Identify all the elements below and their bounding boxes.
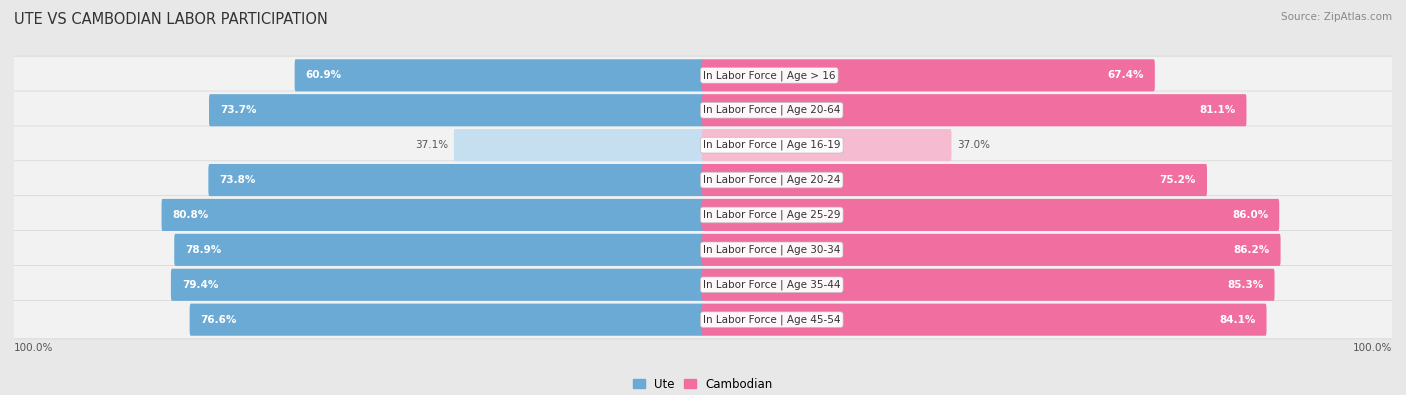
Text: 100.0%: 100.0% xyxy=(1353,342,1392,353)
Text: In Labor Force | Age 30-34: In Labor Force | Age 30-34 xyxy=(703,245,841,255)
FancyBboxPatch shape xyxy=(702,94,1247,126)
FancyBboxPatch shape xyxy=(295,59,704,91)
FancyBboxPatch shape xyxy=(454,129,704,161)
Text: 86.2%: 86.2% xyxy=(1233,245,1270,255)
FancyBboxPatch shape xyxy=(13,161,1393,199)
Text: 75.2%: 75.2% xyxy=(1160,175,1197,185)
FancyBboxPatch shape xyxy=(13,301,1393,339)
Text: In Labor Force | Age 35-44: In Labor Force | Age 35-44 xyxy=(703,280,841,290)
Text: 81.1%: 81.1% xyxy=(1199,105,1236,115)
Text: In Labor Force | Age 25-29: In Labor Force | Age 25-29 xyxy=(703,210,841,220)
FancyBboxPatch shape xyxy=(13,265,1393,304)
FancyBboxPatch shape xyxy=(702,234,1281,266)
FancyBboxPatch shape xyxy=(702,129,952,161)
Text: 84.1%: 84.1% xyxy=(1219,315,1256,325)
Text: 67.4%: 67.4% xyxy=(1108,70,1144,80)
FancyBboxPatch shape xyxy=(209,94,704,126)
FancyBboxPatch shape xyxy=(702,269,1275,301)
FancyBboxPatch shape xyxy=(702,164,1206,196)
Text: In Labor Force | Age 20-64: In Labor Force | Age 20-64 xyxy=(703,105,841,115)
Text: 80.8%: 80.8% xyxy=(173,210,209,220)
Text: 85.3%: 85.3% xyxy=(1227,280,1264,290)
Text: 76.6%: 76.6% xyxy=(201,315,238,325)
FancyBboxPatch shape xyxy=(702,59,1154,91)
FancyBboxPatch shape xyxy=(13,56,1393,94)
FancyBboxPatch shape xyxy=(13,231,1393,269)
FancyBboxPatch shape xyxy=(13,91,1393,130)
FancyBboxPatch shape xyxy=(702,304,1267,336)
Text: UTE VS CAMBODIAN LABOR PARTICIPATION: UTE VS CAMBODIAN LABOR PARTICIPATION xyxy=(14,12,328,27)
Text: In Labor Force | Age 20-24: In Labor Force | Age 20-24 xyxy=(703,175,841,185)
FancyBboxPatch shape xyxy=(208,164,704,196)
FancyBboxPatch shape xyxy=(190,304,704,336)
FancyBboxPatch shape xyxy=(702,199,1279,231)
Text: 73.8%: 73.8% xyxy=(219,175,256,185)
Text: 100.0%: 100.0% xyxy=(14,342,53,353)
Text: 37.1%: 37.1% xyxy=(415,140,449,150)
FancyBboxPatch shape xyxy=(172,269,704,301)
FancyBboxPatch shape xyxy=(13,126,1393,164)
Text: In Labor Force | Age 45-54: In Labor Force | Age 45-54 xyxy=(703,314,841,325)
FancyBboxPatch shape xyxy=(174,234,704,266)
FancyBboxPatch shape xyxy=(13,196,1393,234)
Text: 79.4%: 79.4% xyxy=(181,280,218,290)
Legend: Ute, Cambodian: Ute, Cambodian xyxy=(628,373,778,395)
Text: 60.9%: 60.9% xyxy=(305,70,342,80)
Text: 86.0%: 86.0% xyxy=(1232,210,1268,220)
Text: In Labor Force | Age 16-19: In Labor Force | Age 16-19 xyxy=(703,140,841,150)
Text: 73.7%: 73.7% xyxy=(221,105,256,115)
Text: 37.0%: 37.0% xyxy=(957,140,990,150)
Text: In Labor Force | Age > 16: In Labor Force | Age > 16 xyxy=(703,70,835,81)
FancyBboxPatch shape xyxy=(162,199,704,231)
Text: 78.9%: 78.9% xyxy=(186,245,222,255)
Text: Source: ZipAtlas.com: Source: ZipAtlas.com xyxy=(1281,12,1392,22)
